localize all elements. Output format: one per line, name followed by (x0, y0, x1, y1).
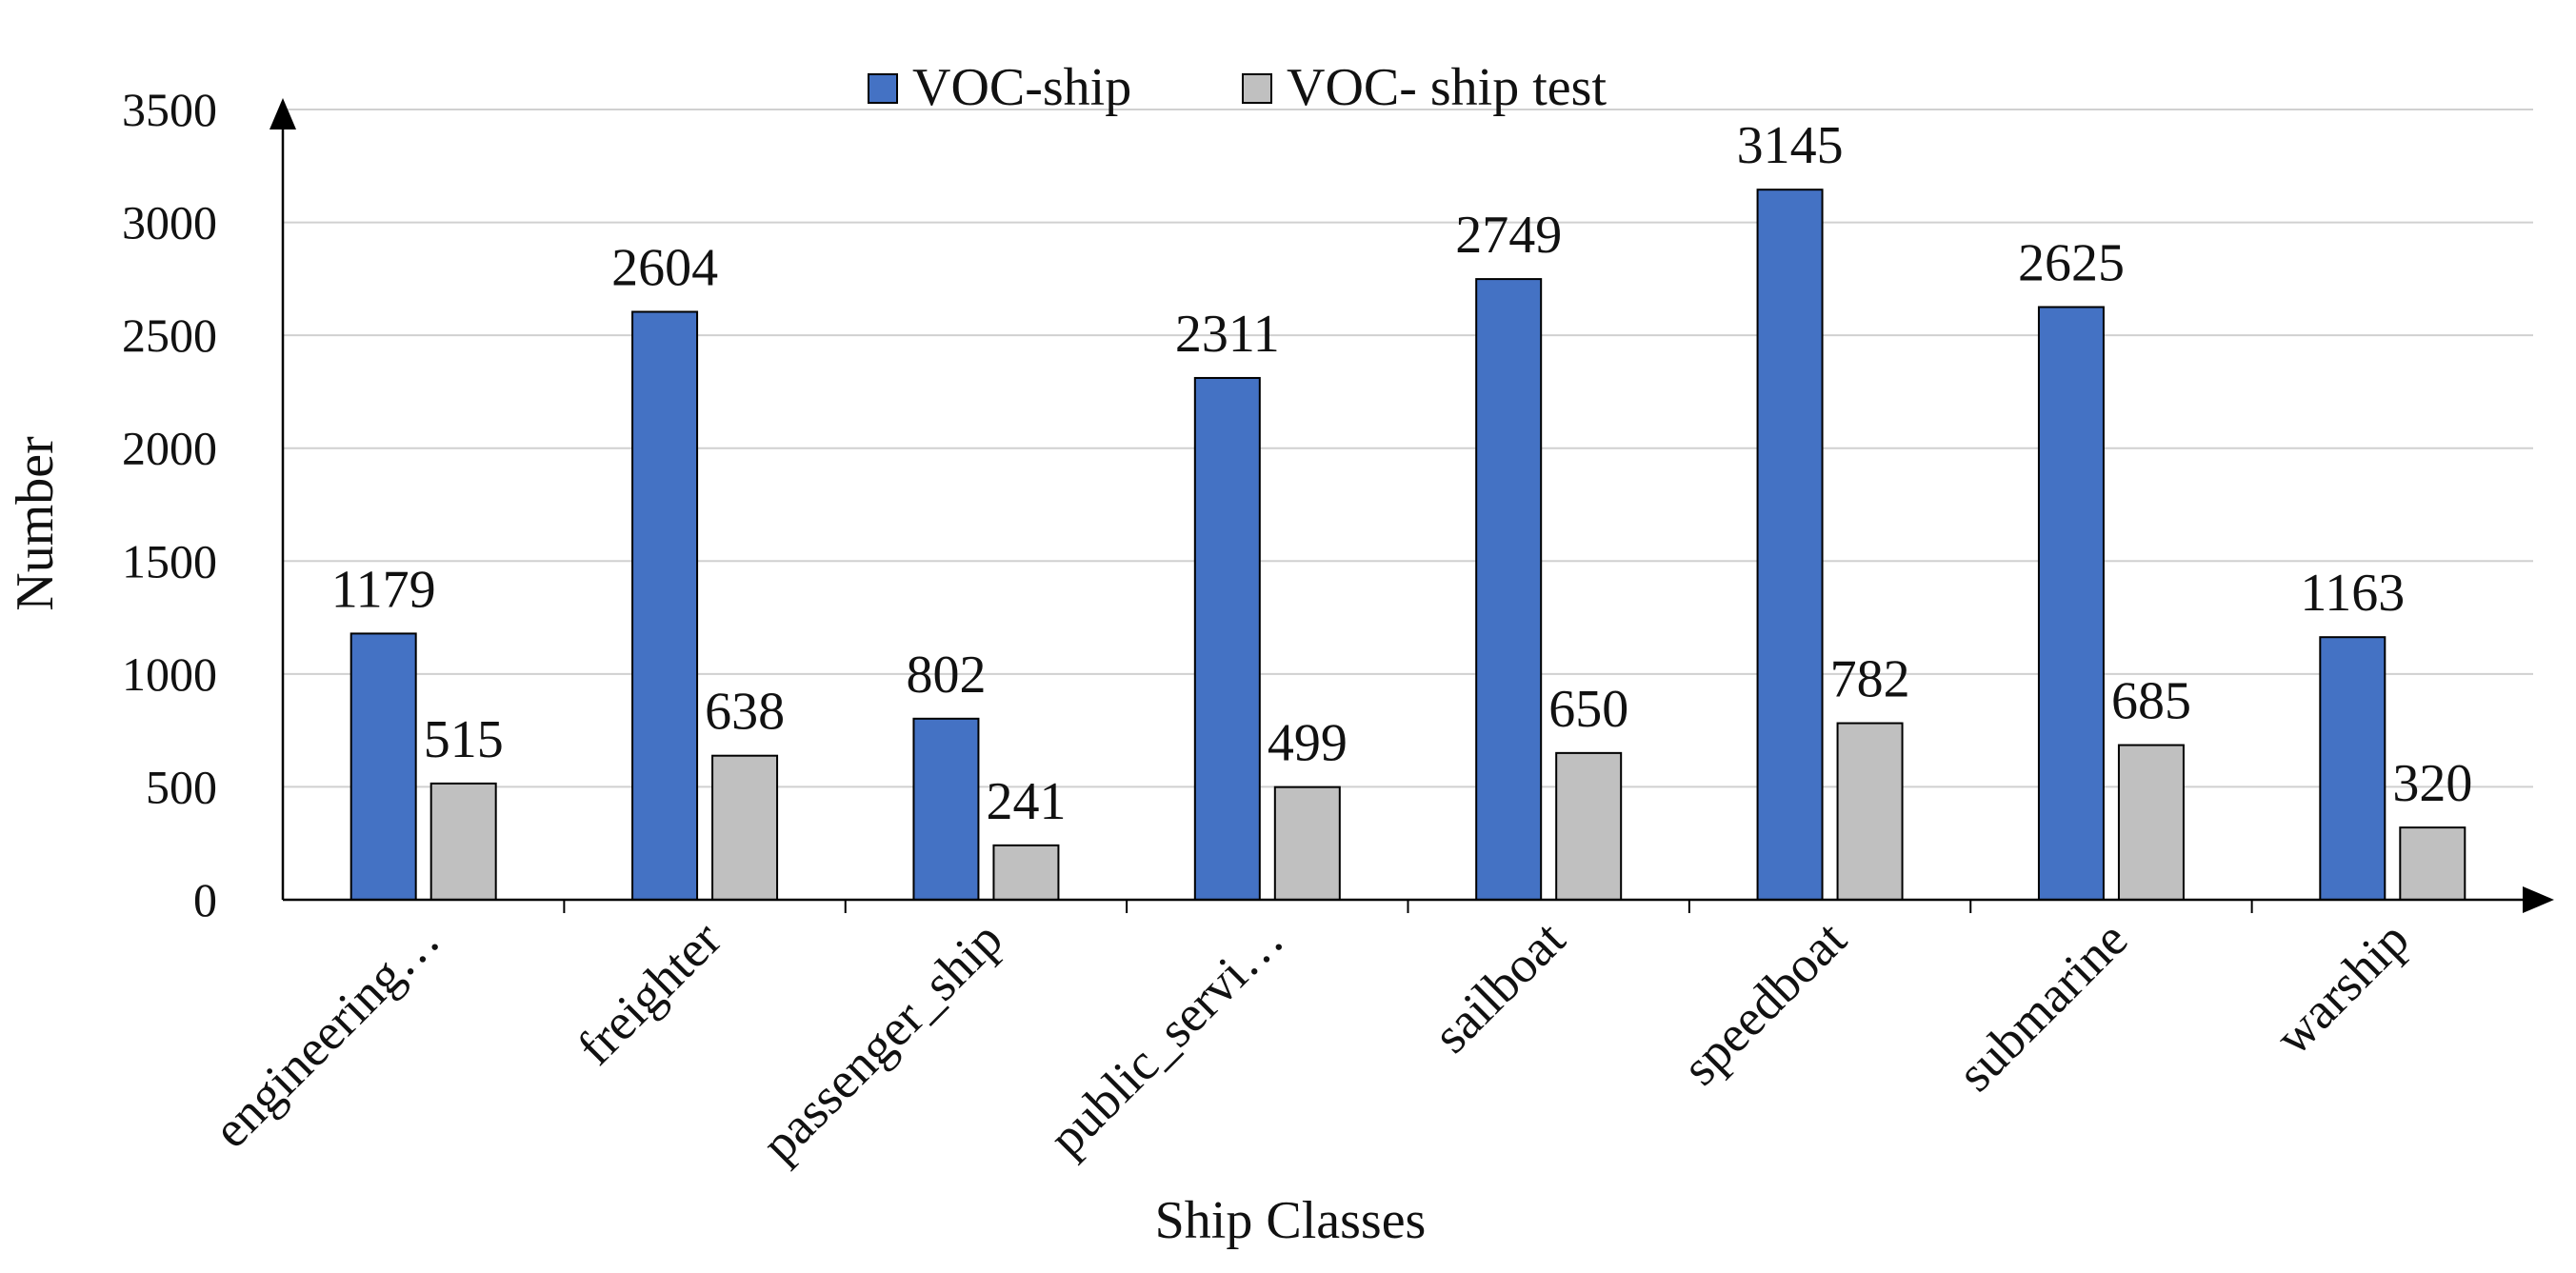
labels: 0 500 1000 1500 2000 2500 3000 3500 1179 2604 802 2… (122, 83, 2472, 1173)
y-tick-label: 3500 (122, 83, 217, 136)
y-axis-title: Number (6, 436, 65, 611)
data-label: 499 (1268, 714, 1348, 773)
data-label: 1179 (331, 560, 436, 619)
data-label: 782 (1830, 650, 1910, 709)
data-label: 241 (986, 772, 1066, 831)
y-tick-label: 2500 (122, 308, 217, 362)
bar-voc-ship-test (429, 782, 497, 901)
x-tick-label: warship (2264, 910, 2419, 1065)
y-tick-label: 500 (146, 760, 217, 813)
data-label: 2604 (611, 238, 718, 297)
bar-voc-ship-test (992, 844, 1060, 901)
x-axis-title: Ship Classes (1155, 1191, 1427, 1250)
data-label: 2625 (2018, 234, 2125, 293)
y-tick-label: 2000 (122, 422, 217, 475)
bar-voc-ship (2037, 306, 2105, 901)
y-axis-arrow (270, 98, 296, 129)
data-label: 650 (1548, 680, 1628, 739)
y-tick-label: 0 (193, 873, 217, 926)
x-tick-label: freighter (567, 910, 732, 1076)
data-label: 2311 (1175, 305, 1280, 364)
bar-voc-ship (631, 310, 699, 902)
legend-swatch-voc-ship-test (1242, 73, 1272, 104)
data-label: 320 (2392, 754, 2472, 813)
bar-voc-ship (912, 717, 980, 901)
legend-label-voc-ship-test: VOC- ship test (1287, 58, 1607, 117)
legend-label-voc-ship: VOC-ship (912, 58, 1131, 117)
bar-voc-ship-test (1273, 786, 1341, 901)
y-tick-label: 1500 (122, 534, 217, 587)
x-tick-label: engineering… (202, 910, 450, 1159)
y-tick-label: 1000 (122, 647, 217, 701)
x-tick-label: submarine (1947, 910, 2138, 1102)
bars (349, 189, 2466, 902)
data-label: 515 (424, 710, 504, 769)
bar-voc-ship-test (1836, 722, 1904, 901)
data-label: 685 (2111, 672, 2191, 731)
bar-voc-ship (349, 632, 417, 901)
y-tick-label: 3000 (122, 196, 217, 249)
bar-voc-ship-test (2399, 826, 2466, 901)
data-label: 802 (906, 646, 986, 705)
x-tick-label: speedboat (1671, 910, 1857, 1096)
bar-voc-ship (1193, 376, 1261, 902)
bar-voc-ship-test (711, 754, 779, 902)
data-label: 2749 (1455, 206, 1562, 265)
data-label: 1163 (2300, 564, 2405, 623)
bar-voc-ship (1756, 189, 1824, 901)
axes (270, 98, 2554, 913)
bar-voc-ship (1475, 278, 1543, 901)
bar-voc-ship (2319, 636, 2386, 902)
bar-voc-ship-test (2117, 744, 2185, 901)
x-tick-label: sailboat (1422, 910, 1575, 1064)
legend: VOC-ship VOC- ship test (868, 58, 1607, 117)
data-label: 638 (705, 683, 785, 742)
data-label: 3145 (1737, 116, 1844, 175)
x-axis-arrow (2523, 886, 2554, 913)
legend-swatch-voc-ship (868, 73, 898, 104)
gridlines (283, 109, 2533, 788)
x-tick-label: passenger_ship (750, 910, 1013, 1173)
bar-voc-ship-test (1555, 751, 1623, 901)
x-tick-label: public_servi… (1038, 910, 1294, 1166)
